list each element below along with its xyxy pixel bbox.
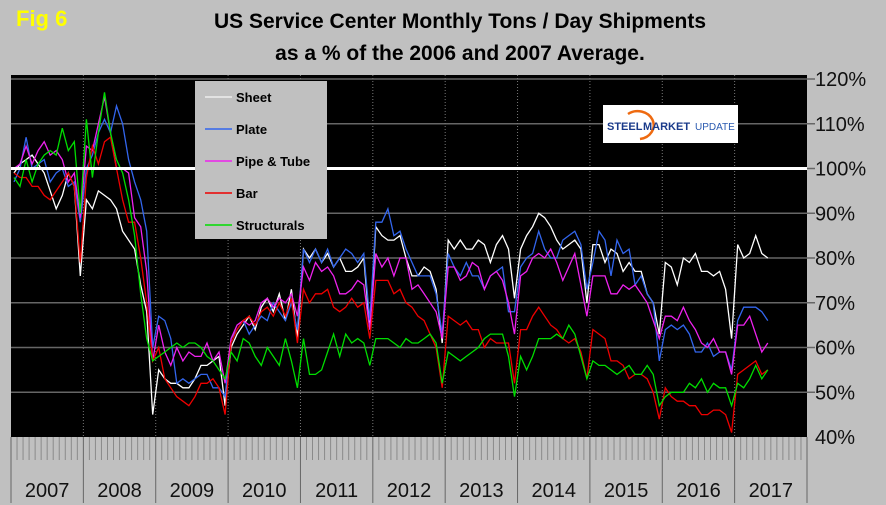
x-tick-label: 2013 [459, 480, 504, 502]
logo-text-market: MARKET [643, 121, 690, 133]
y-tick-label: 110% [815, 114, 865, 136]
figure-label: Fig 6 [16, 6, 68, 31]
y-tick-label: 90% [815, 203, 855, 225]
y-tick-label: 50% [815, 382, 855, 404]
x-tick-label: 2008 [97, 480, 142, 502]
y-tick-label: 100% [815, 159, 866, 181]
y-tick-label: 80% [815, 248, 855, 270]
logo-text-update: UPDATE [695, 122, 735, 133]
legend-label: Pipe & Tube [236, 154, 310, 169]
x-tick-label: 2017 [749, 480, 794, 502]
series-line-pipe-tube [13, 96, 769, 384]
steel-market-update-logo: STEEL MARKET UPDATE [603, 105, 738, 143]
legend: Sheet Plate Pipe & Tube Bar Structurals [195, 81, 327, 239]
chart-title-line1: US Service Center Monthly Tons / Day Shi… [213, 10, 707, 33]
x-tick-label: 2016 [676, 480, 721, 502]
x-tick-label: 2012 [387, 480, 432, 502]
chart-title-line2: as a % of the 2006 and 2007 Average. [275, 42, 645, 65]
legend-label: Plate [236, 122, 267, 137]
x-tick-label: 2011 [315, 480, 358, 502]
x-tick-label: 2014 [531, 480, 576, 502]
legend-label: Bar [236, 186, 258, 201]
x-tick-label: 2007 [25, 480, 70, 502]
y-tick-label: 40% [815, 427, 855, 449]
y-tick-label: 120% [815, 69, 866, 91]
legend-box [195, 81, 327, 239]
series-line-bar [13, 136, 769, 433]
x-tick-label: 2015 [604, 480, 649, 502]
x-tick-label: 2009 [170, 480, 215, 502]
legend-label: Structurals [236, 218, 305, 233]
logo-swoosh-icon [627, 109, 655, 141]
logo-box [603, 105, 738, 143]
y-tick-label: 60% [815, 338, 855, 360]
x-tick-label: 2010 [242, 480, 287, 502]
legend-label: Sheet [236, 90, 272, 105]
series-line-structurals [13, 92, 769, 408]
logo-text-steel: STEEL [607, 121, 643, 133]
series-line-plate [13, 103, 769, 399]
y-tick-label: 70% [815, 293, 855, 315]
